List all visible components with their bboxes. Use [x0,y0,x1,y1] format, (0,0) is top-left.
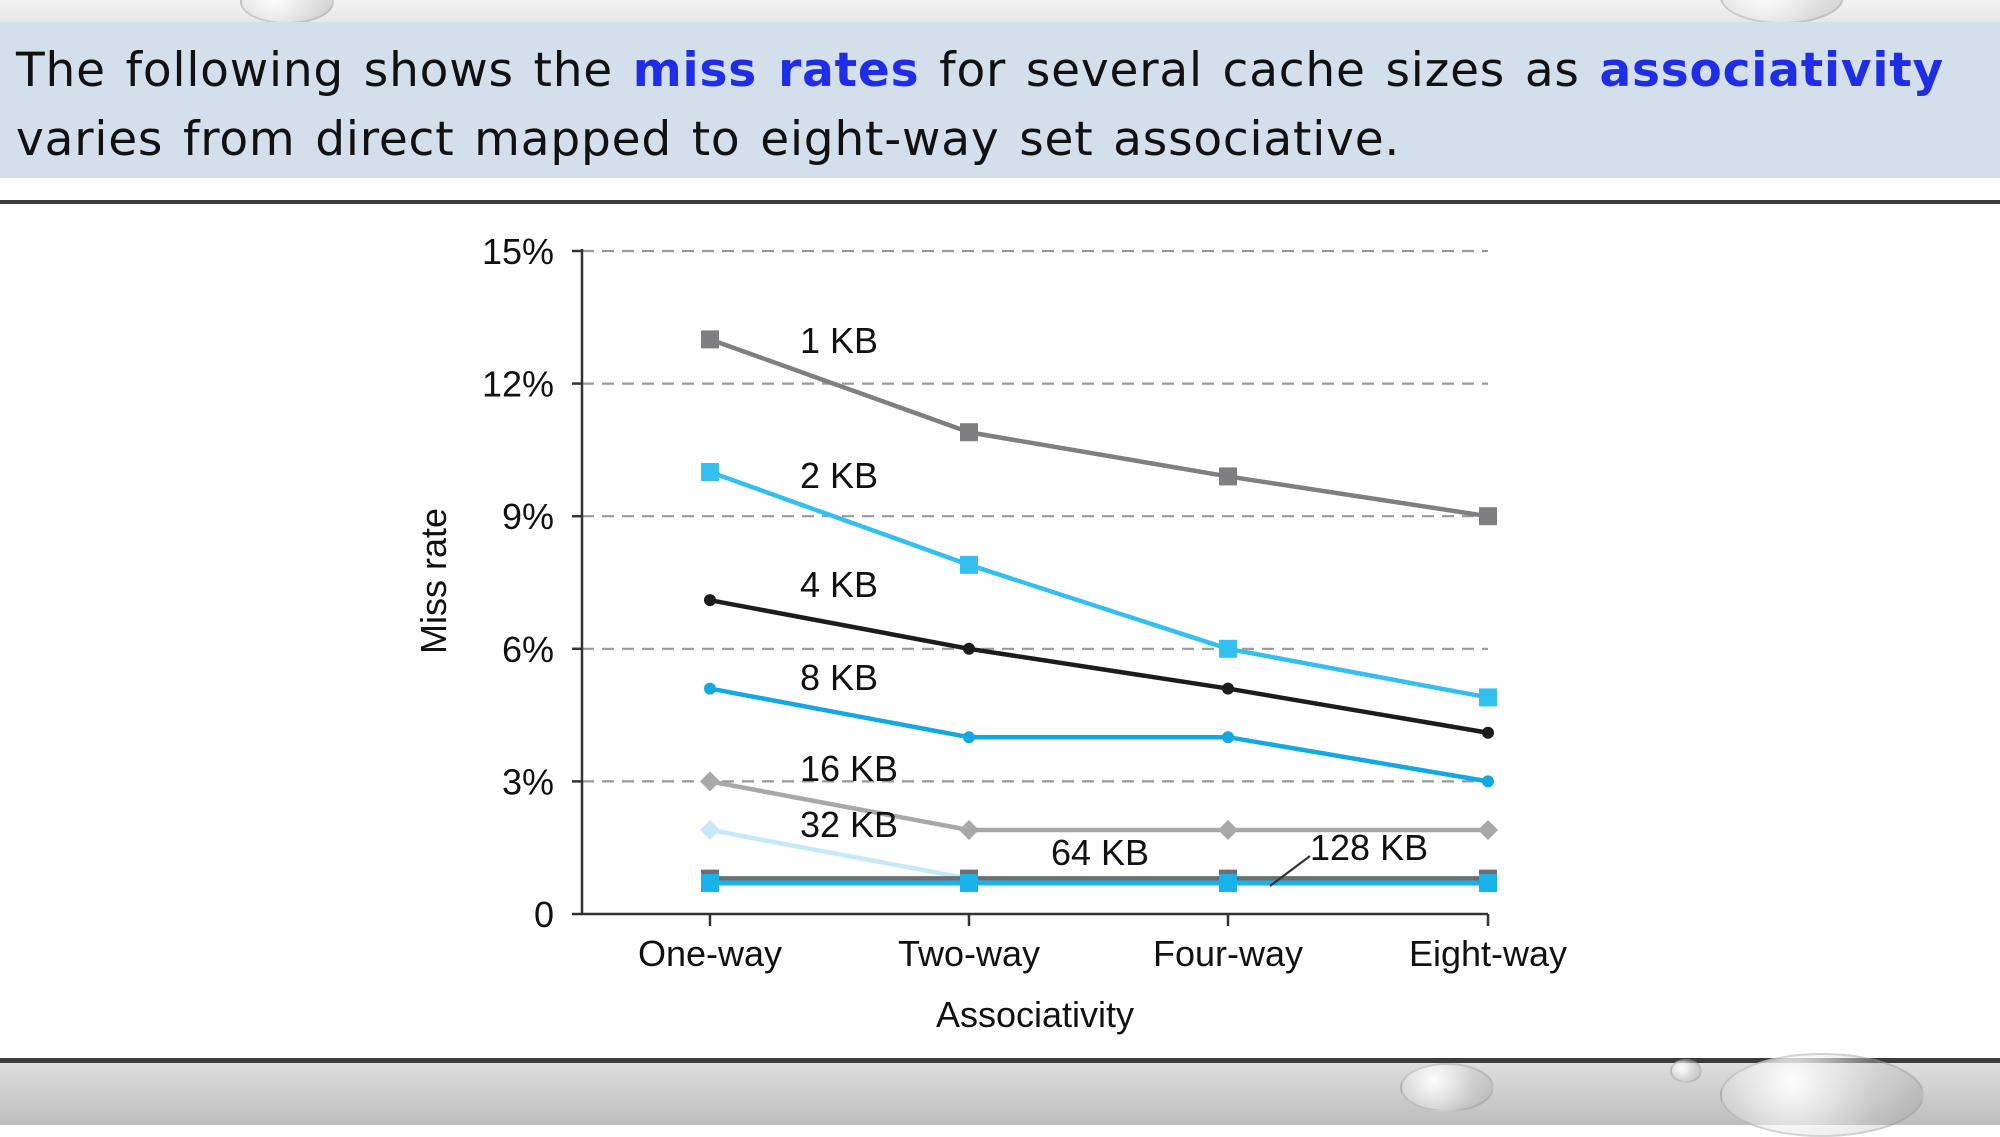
data-point [1478,820,1498,841]
y-tick-label: 15% [482,231,554,272]
data-point [1219,874,1237,893]
data-point [963,731,975,744]
x-tick-label: Four-way [1153,933,1303,974]
data-point [701,330,719,349]
x-tick-label: One-way [638,933,782,974]
data-point [1479,507,1497,526]
data-point [960,555,978,574]
y-axis-title: Miss rate [413,508,454,654]
data-point [701,874,719,893]
slide-footer [0,1053,2000,1137]
top-background [0,0,2000,22]
data-point [700,820,720,841]
highlighted-term: associativity [1599,43,1944,98]
chart-area: 0 3% 6% 9% 12% 15% One-way Two-way Four-way Eight… [0,204,2000,1058]
data-point [963,642,975,655]
highlighted-term: miss rates [632,43,920,98]
series-label: 64 KB [1051,832,1149,873]
y-tick-label: 6% [502,629,554,670]
text-segment: The following shows the [16,43,633,98]
text-segment: varies from direct mapped to eight-way s… [16,112,1401,167]
data-point [1219,467,1237,486]
divider-top [0,200,2000,204]
data-point [1222,682,1234,695]
series-line-8kb [709,686,1489,784]
x-tick-label: Eight-way [1409,933,1567,974]
series-lines [700,330,1498,893]
slide-text-banner: The following shows the miss rates for s… [0,22,2000,178]
series-line-16kb [709,779,1488,833]
series-label: 2 KB [800,455,878,496]
y-tick-label: 0 [534,894,554,935]
data-point [1479,874,1497,893]
divider-bottom [0,1058,2000,1063]
series-line-4kb [709,597,1489,735]
series-label: 8 KB [800,657,878,698]
series-line-2kb [709,469,1489,700]
data-point [704,594,716,607]
data-point [1479,688,1497,707]
series-labels: 1 KB 2 KB 4 KB 8 KB 16 KB 32 KB 64 KB 128 KB [800,320,1428,887]
data-point [701,463,719,481]
text-segment: for several cache sizes as [919,43,1600,98]
series-label: 16 KB [800,748,898,789]
data-point [1218,820,1238,841]
series-label: 128 KB [1310,827,1428,868]
water-drop-decoration [1400,1063,1494,1112]
data-point [959,820,979,841]
data-point [1482,775,1494,788]
data-point [704,682,716,695]
series-label: 1 KB [800,320,878,361]
data-point [1482,726,1494,739]
y-tick-label: 12% [482,364,554,405]
data-point [1219,639,1237,658]
water-drop-decoration [1720,1053,1924,1137]
series-label: 32 KB [800,804,898,845]
series-label: 4 KB [800,564,878,605]
label-leader-line [1269,855,1311,887]
series-line-1kb [709,337,1489,519]
grid-lines [582,249,1488,783]
data-point [1222,731,1234,744]
slide-description: The following shows the miss rates for s… [16,36,1984,174]
y-tick-label: 3% [502,761,554,802]
x-axis-title: Associativity [936,994,1134,1035]
axes: 0 3% 6% 9% 12% 15% One-way Two-way Four-way Eight… [482,231,1567,974]
data-point [700,771,720,792]
y-tick-label: 9% [502,496,554,537]
x-tick-label: Two-way [898,933,1040,974]
data-point [960,423,978,442]
miss-rate-chart: 0 3% 6% 9% 12% 15% One-way Two-way Four-way Eight… [413,231,1567,1035]
data-point [960,874,978,893]
water-drop-decoration [1670,1059,1702,1083]
